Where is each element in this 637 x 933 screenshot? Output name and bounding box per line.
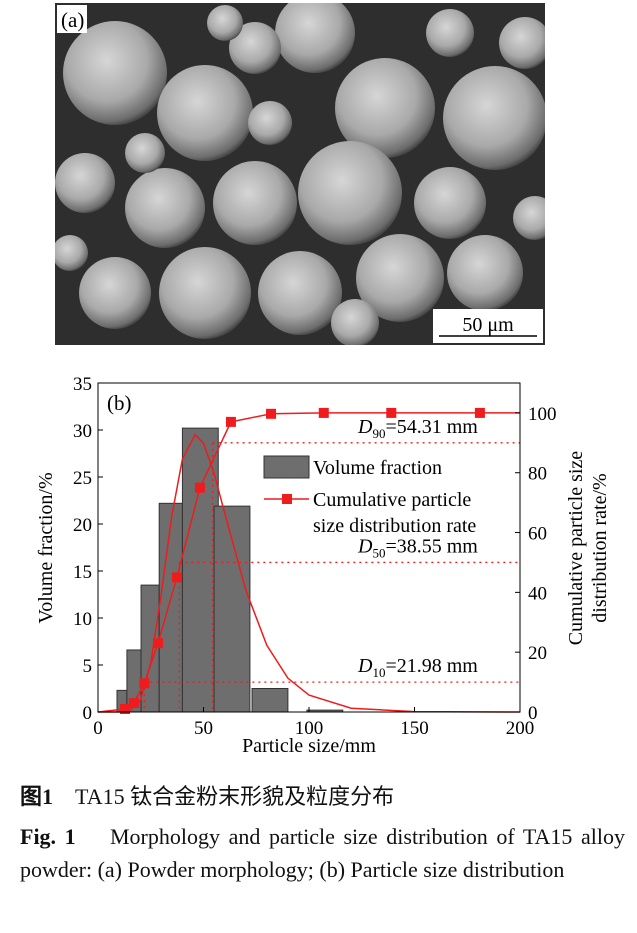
powder-particle (125, 133, 165, 173)
cumulative-marker (318, 407, 329, 418)
legend-cumulative-line2: size distribution rate (313, 515, 476, 537)
x-tick-label: 0 (93, 718, 103, 739)
y2-tick-label: 100 (528, 404, 557, 425)
y2-tick-label: 40 (528, 583, 547, 604)
y-tick-label: 10 (73, 609, 92, 630)
sem-powder-micrograph: (a) 50 μm (55, 3, 545, 345)
powder-particle (447, 235, 523, 311)
powder-particle (298, 141, 402, 245)
powder-particle (275, 3, 355, 73)
powder-particle (55, 235, 88, 271)
legend-cumulative-line1: Cumulative particle (313, 489, 471, 511)
caption-en-label: Fig. 1 (20, 824, 76, 849)
powder-particle (335, 58, 435, 158)
powder-particle (79, 257, 151, 329)
cumulative-marker (152, 638, 163, 649)
panel-a-label: (a) (61, 8, 84, 32)
x-tick-label: 100 (295, 718, 324, 739)
x-tick-label: 200 (506, 718, 535, 739)
y-tick-label: 30 (73, 421, 92, 442)
volume-fraction-bar (251, 688, 289, 713)
cumulative-marker (128, 698, 139, 709)
powder-particle (63, 21, 167, 125)
caption-english: Fig. 1 Morphology and particle size dist… (20, 820, 625, 886)
y-tick-label: 35 (73, 374, 92, 395)
cumulative-marker (171, 572, 182, 583)
cumulative-marker (386, 407, 397, 418)
powder-particle (213, 161, 297, 245)
y2-tick-label: 0 (528, 703, 538, 724)
powder-particle (125, 168, 205, 248)
caption-cn-label: 图1 (20, 784, 54, 809)
panel-b-label: (b) (107, 391, 132, 415)
powder-particle (159, 247, 251, 339)
powder-particle (229, 22, 281, 74)
y2-axis-label-line1: Cumulative particle size (565, 451, 587, 645)
powder-particle (356, 234, 444, 322)
fit-curve (98, 433, 521, 713)
y-axis-label: Volume fraction/% (35, 472, 57, 623)
legend: Volume fraction Cumulative particle size… (263, 455, 476, 537)
cumulative-marker (474, 407, 485, 418)
legend-bar-swatch (263, 455, 310, 479)
powder-particle (331, 299, 379, 345)
powder-particle (55, 153, 115, 213)
powder-particle (207, 5, 243, 41)
cumulative-marker (225, 416, 236, 427)
cumulative-marker (266, 408, 277, 419)
volume-fraction-bar (158, 502, 183, 713)
powder-particle (414, 167, 486, 239)
legend-line-swatch (282, 494, 292, 504)
d90-label: D90=54.31 mm (357, 416, 478, 441)
cumulative-marker (194, 482, 205, 493)
d10-label: D10=21.98 mm (357, 655, 478, 680)
powder-particle (443, 66, 545, 170)
powder-particle (157, 65, 253, 161)
legend-volume-fraction: Volume fraction (313, 457, 442, 479)
cumulative-marker (139, 678, 150, 689)
y-tick-label: 15 (73, 562, 92, 583)
y2-tick-label: 80 (528, 464, 547, 485)
caption-en-text: Morphology and particle size distributio… (20, 824, 625, 882)
caption-cn-text: TA15 钛合金粉末形貌及粒度分布 (75, 784, 395, 809)
x-tick-label: 50 (194, 718, 213, 739)
y-tick-label: 5 (83, 656, 93, 677)
y-tick-label: 0 (83, 703, 93, 724)
d50-label: D50=38.55 mm (357, 535, 478, 560)
powder-particle (513, 196, 545, 240)
powder-particle (426, 9, 474, 57)
cumulative-marker (120, 704, 131, 715)
powder-particle (248, 101, 292, 145)
y2-axis-label-line2: distribution rate/% (589, 473, 611, 622)
y2-tick-label: 20 (528, 643, 547, 664)
powder-particle (499, 17, 545, 69)
x-axis-label: Particle size/mm (242, 735, 376, 757)
y2-tick-label: 60 (528, 524, 547, 545)
scale-bar-label: 50 μm (462, 314, 514, 336)
x-tick-label: 150 (400, 718, 429, 739)
y-tick-label: 20 (73, 515, 92, 536)
powder-particle (258, 251, 342, 335)
caption-chinese: 图1 TA15 钛合金粉末形貌及粒度分布 (20, 780, 625, 813)
y-tick-label: 25 (73, 468, 92, 489)
